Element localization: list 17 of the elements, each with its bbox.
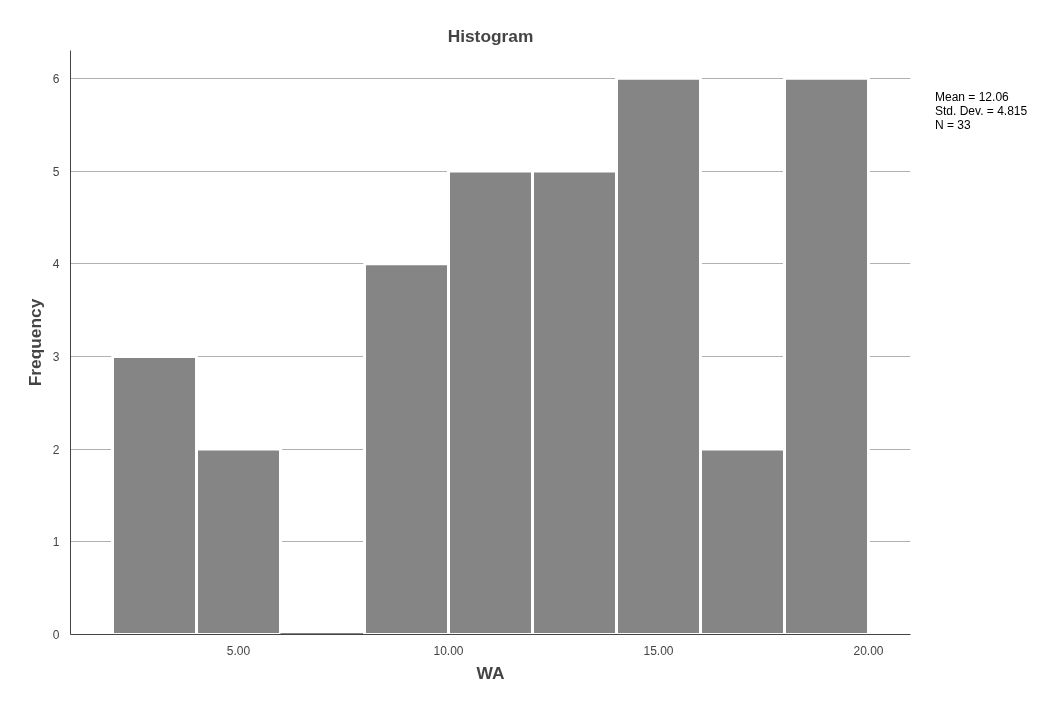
x-axis-title: WA — [476, 662, 505, 683]
y-tick-label: 5 — [52, 164, 60, 179]
x-tick-label: 5.00 — [226, 643, 251, 658]
y-tick-label: 2 — [52, 442, 60, 457]
text: Std. Dev. = 4.815 — [935, 104, 1028, 118]
y-tick-label: 3 — [52, 349, 60, 364]
y-tick-label: 4 — [52, 257, 60, 272]
chart-title: Histogram — [447, 25, 534, 46]
x-tick-label: 15.00 — [643, 643, 674, 658]
x-tick-label: 10.00 — [433, 643, 464, 658]
text: N = 33 — [935, 118, 971, 132]
y-axis-title: Frequency — [24, 298, 45, 387]
text: Mean = 12.06 — [935, 90, 1009, 104]
y-tick-label: 6 — [52, 71, 60, 86]
y-tick-label: 0 — [52, 628, 60, 642]
x-tick-label: 20.00 — [853, 643, 884, 658]
y-tick-label: 1 — [52, 535, 60, 550]
